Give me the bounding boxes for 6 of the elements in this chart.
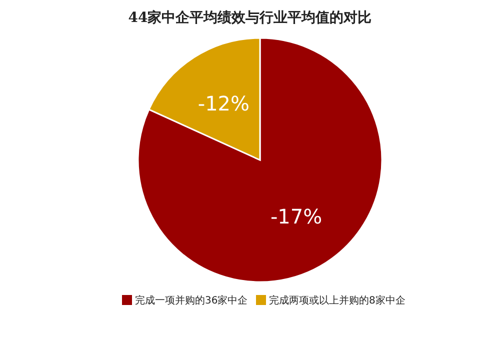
legend-label: 完成两项或以上并购的8家中企 [269, 294, 406, 306]
pie-slice [137, 37, 383, 283]
legend-label: 完成一项并购的36家中企 [135, 294, 248, 306]
text: -17% [270, 204, 322, 228]
text: -12% [198, 92, 250, 116]
chart-title: 44家中企平均绩效与行业平均值的对比 [128, 9, 372, 26]
